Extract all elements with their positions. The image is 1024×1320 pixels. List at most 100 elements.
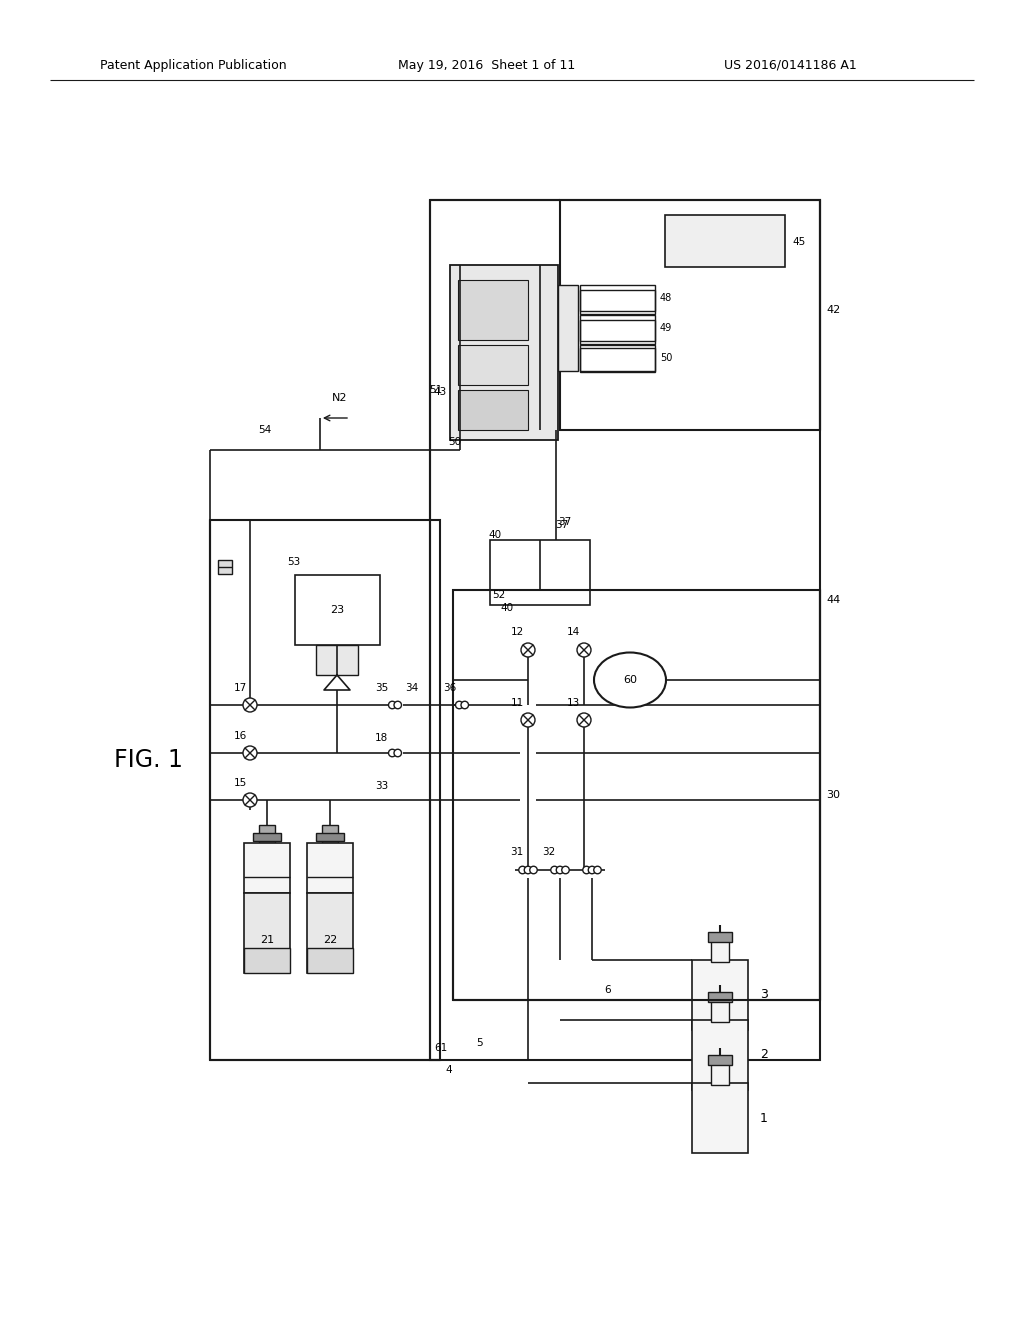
Circle shape (521, 643, 535, 657)
Text: 52: 52 (492, 590, 505, 601)
Text: 42: 42 (826, 305, 841, 315)
Circle shape (556, 866, 564, 874)
Text: 40: 40 (500, 603, 513, 612)
Bar (210, 520, 440, 1060)
Text: 44: 44 (826, 595, 841, 605)
Text: 34: 34 (406, 682, 418, 693)
Circle shape (519, 866, 526, 874)
Bar (307, 843, 353, 894)
Text: 30: 30 (826, 789, 840, 800)
Bar (560, 201, 820, 430)
Circle shape (461, 701, 469, 709)
Circle shape (456, 701, 463, 709)
Text: US 2016/0141186 A1: US 2016/0141186 A1 (724, 58, 856, 71)
Bar (259, 825, 275, 843)
Bar (711, 1001, 729, 1022)
Bar (580, 319, 655, 345)
Text: 12: 12 (511, 627, 524, 638)
Circle shape (388, 701, 396, 709)
Bar (711, 1063, 729, 1085)
Text: 5: 5 (476, 1038, 483, 1048)
Bar (711, 940, 729, 962)
Circle shape (394, 750, 401, 756)
Bar (458, 345, 528, 385)
Bar (692, 960, 748, 1030)
Circle shape (577, 643, 591, 657)
Circle shape (521, 713, 535, 727)
Text: 43: 43 (434, 387, 447, 397)
Circle shape (562, 866, 569, 874)
Text: 54: 54 (258, 425, 271, 436)
Bar (450, 265, 558, 440)
Text: 18: 18 (375, 733, 388, 743)
Text: 14: 14 (566, 627, 580, 638)
Text: 4: 4 (445, 1065, 452, 1074)
Bar (458, 280, 528, 341)
Bar (244, 894, 290, 973)
Text: N2: N2 (332, 393, 347, 403)
Text: 22: 22 (323, 935, 337, 945)
Bar (307, 948, 353, 973)
Text: 37: 37 (555, 520, 568, 531)
Text: 3: 3 (760, 989, 768, 1002)
Text: 36: 36 (442, 682, 456, 693)
Text: 2: 2 (760, 1048, 768, 1061)
Bar (244, 843, 290, 894)
Bar (708, 993, 732, 1002)
Text: 16: 16 (233, 731, 247, 741)
Text: 21: 21 (260, 935, 274, 945)
Text: 17: 17 (233, 682, 247, 693)
Circle shape (243, 698, 257, 711)
Text: 13: 13 (566, 698, 580, 708)
Text: Patent Application Publication: Patent Application Publication (99, 58, 287, 71)
Text: 50: 50 (660, 352, 673, 363)
Bar (580, 348, 655, 372)
Text: 49: 49 (660, 323, 672, 333)
Ellipse shape (594, 652, 666, 708)
Circle shape (388, 750, 396, 756)
Circle shape (583, 866, 590, 874)
Bar (458, 389, 528, 430)
Bar (430, 201, 820, 1060)
Text: 23: 23 (330, 605, 344, 615)
Bar (558, 285, 578, 371)
Circle shape (529, 866, 538, 874)
Circle shape (394, 701, 401, 709)
Bar (708, 932, 732, 942)
Text: 50: 50 (447, 437, 461, 447)
Text: 32: 32 (542, 847, 555, 857)
Text: 33: 33 (375, 781, 388, 791)
Bar (692, 1082, 748, 1152)
Circle shape (577, 713, 591, 727)
Circle shape (588, 866, 596, 874)
Text: 11: 11 (511, 698, 524, 708)
Text: 31: 31 (510, 847, 523, 857)
Bar (580, 290, 655, 314)
Bar (244, 948, 290, 973)
Circle shape (551, 866, 558, 874)
Bar (253, 833, 281, 841)
Text: 6: 6 (604, 985, 610, 995)
Bar (322, 825, 338, 843)
Text: FIG. 1: FIG. 1 (114, 748, 182, 772)
Bar (490, 540, 590, 605)
Text: 61: 61 (434, 1043, 447, 1053)
Text: 40: 40 (488, 531, 502, 540)
Text: 48: 48 (660, 293, 672, 304)
Text: 37: 37 (558, 517, 571, 527)
Bar (316, 833, 344, 841)
Text: 15: 15 (233, 777, 247, 788)
Bar (218, 560, 232, 574)
Text: 60: 60 (623, 675, 637, 685)
Bar (316, 645, 358, 675)
Circle shape (243, 793, 257, 807)
Circle shape (524, 866, 531, 874)
Bar (708, 1055, 732, 1065)
Bar (307, 894, 353, 973)
Text: 1: 1 (760, 1111, 768, 1125)
Bar (580, 315, 655, 341)
Circle shape (243, 746, 257, 760)
Text: 45: 45 (792, 238, 805, 247)
Text: 35: 35 (375, 682, 388, 693)
Text: 51: 51 (429, 385, 442, 395)
